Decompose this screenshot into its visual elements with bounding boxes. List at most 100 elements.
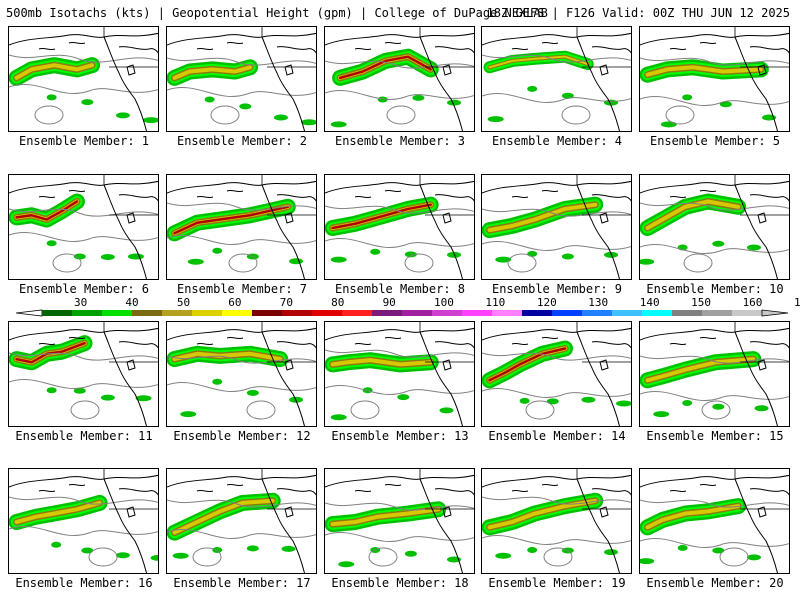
coastline-outline <box>640 180 789 194</box>
isotach-patch <box>143 117 158 124</box>
height-contour <box>167 382 316 392</box>
isotach-patch <box>180 411 197 418</box>
isotach-band <box>487 202 598 233</box>
isotach-patch <box>447 99 462 106</box>
coastline-outline <box>699 189 717 193</box>
colorbar-swatch <box>132 310 163 316</box>
coastline-outline <box>734 331 778 426</box>
coastline-outline <box>576 331 620 426</box>
coastline-outline <box>757 359 767 371</box>
isotach-patch <box>246 545 259 552</box>
colorbar-swatch <box>702 310 733 316</box>
coastline-outline <box>284 64 294 76</box>
height-contour <box>482 535 631 545</box>
coastline-outline <box>118 341 158 349</box>
height-contour <box>325 205 474 214</box>
ensemble-member-map <box>8 174 159 280</box>
isotach-patch <box>73 387 86 394</box>
isotach-patch <box>281 545 296 552</box>
coastline-outline <box>384 483 402 487</box>
coastline-outline <box>576 478 620 573</box>
isotach-band <box>330 358 433 367</box>
height-contour-closed <box>52 253 82 273</box>
colorbar-tick-label: 140 <box>640 296 660 309</box>
coastline-outline <box>276 341 316 349</box>
height-contour <box>482 496 631 505</box>
ensemble-member-map <box>324 321 475 427</box>
height-contour <box>640 391 789 401</box>
height-contour <box>482 93 631 103</box>
height-contour-closed <box>210 105 240 125</box>
ensemble-member-label: Ensemble Member: 14 <box>488 429 626 443</box>
ensemble-member-label: Ensemble Member: 10 <box>646 282 784 296</box>
colorbar-tick-label: 130 <box>588 296 608 309</box>
isotach-patch <box>754 405 769 412</box>
ensemble-member-map <box>639 468 790 574</box>
isotach-band <box>488 55 589 69</box>
coastline-outline <box>749 488 789 496</box>
coastline-outline <box>103 331 147 426</box>
height-contour-closed <box>683 253 713 273</box>
coastline-outline <box>442 64 452 76</box>
coastline-outline <box>749 194 789 202</box>
isotach-patch <box>404 550 417 557</box>
coastline-outline <box>541 483 559 487</box>
coastline-outline <box>103 184 147 279</box>
coastline-outline <box>38 342 56 346</box>
coastline-outline <box>482 474 631 488</box>
coastline-outline <box>384 189 402 193</box>
coastline-outline <box>757 506 767 518</box>
height-contour <box>640 244 789 254</box>
ensemble-member-label: Ensemble Member: 1 <box>18 134 150 148</box>
ensemble-member-map <box>481 26 632 132</box>
height-contour <box>640 355 789 364</box>
coastline-outline <box>261 331 305 426</box>
coastline-outline <box>482 180 631 194</box>
coastline-outline <box>167 32 316 46</box>
isotach-band <box>488 347 567 382</box>
colorbar-tick-label: 120 <box>537 296 557 309</box>
isotach-patch <box>397 394 410 401</box>
colorbar-swatch <box>192 310 223 316</box>
coastline-outline <box>276 488 316 496</box>
isotach-patch <box>604 549 619 556</box>
height-contour-closed <box>350 400 380 420</box>
colorbar-swatch <box>72 310 103 316</box>
ensemble-member-label: Ensemble Member: 3 <box>334 134 466 148</box>
coastline-outline <box>118 46 158 54</box>
coastline-outline <box>757 64 767 76</box>
height-contour-closed <box>386 105 416 125</box>
ensemble-member-label: Ensemble Member: 15 <box>646 429 784 443</box>
isotach-patch <box>172 552 189 559</box>
isotach-band <box>15 200 79 221</box>
isotach-patch <box>135 395 152 402</box>
coastline-outline <box>261 184 305 279</box>
height-contour-closed <box>701 400 731 420</box>
ensemble-member-map <box>324 468 475 574</box>
isotach-band <box>330 507 441 527</box>
coastline-outline <box>599 506 609 518</box>
isotach-patch <box>519 397 530 404</box>
colorbar-tick-label: 80 <box>331 296 344 309</box>
coastline-outline <box>591 341 631 349</box>
height-contour <box>482 208 631 217</box>
coastline-outline <box>591 488 631 496</box>
coastline-outline <box>325 327 474 341</box>
coastline-outline <box>9 474 158 488</box>
coastline-outline <box>482 327 631 341</box>
coastline-outline <box>699 41 717 45</box>
height-contour <box>482 54 631 63</box>
coastline-outline <box>576 184 620 279</box>
height-contour <box>167 235 316 245</box>
colorbar-swatch <box>342 310 373 316</box>
colorbar-tick-label: 50 <box>177 296 190 309</box>
coastline-outline <box>599 212 609 224</box>
ensemble-member-map <box>324 174 475 280</box>
height-contour <box>9 379 158 389</box>
isotach-patch <box>527 547 538 553</box>
ensemble-member-map <box>481 321 632 427</box>
coastline-outline <box>511 489 529 493</box>
ensemble-member-label: Ensemble Member: 11 <box>15 429 153 443</box>
height-contour-closed <box>246 400 276 420</box>
height-contour-closed <box>88 547 118 567</box>
